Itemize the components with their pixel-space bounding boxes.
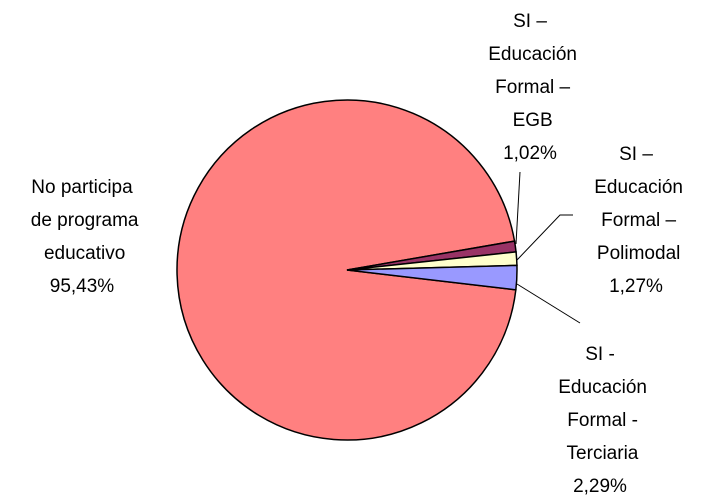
label-line: Terciaria <box>562 443 639 464</box>
pie-slice <box>346 264 518 291</box>
label-line: No participa <box>31 177 133 198</box>
leader-line <box>515 171 521 245</box>
leader-line <box>516 283 581 324</box>
pie-slice <box>176 99 517 441</box>
label-line: EGB <box>507 110 552 131</box>
label-line: educativo <box>39 243 126 264</box>
value-label: 95,43% <box>50 276 115 297</box>
label-line: de programa <box>25 210 138 231</box>
label-line: Formal – <box>596 210 677 231</box>
label-line: SI – <box>619 144 653 165</box>
value-label: 2,29% <box>573 476 627 495</box>
value-label: 1,27% <box>609 276 663 297</box>
label-line: Educación <box>483 44 577 65</box>
value-label: 1,02% <box>503 143 557 164</box>
label-line: SI - <box>585 344 615 365</box>
label-line: Polimodal <box>592 243 681 264</box>
label-line: Formal – <box>490 77 571 98</box>
slice-label: SI – Educación Formal – EGB <box>483 11 577 131</box>
label-line: SI – <box>513 11 547 32</box>
label-line: Formal - <box>562 410 638 431</box>
slice-label: No participa de programa educativo <box>25 177 138 264</box>
slice-label: SI – Educación Formal – Polimodal <box>589 144 683 264</box>
slice-label: SI - Educación Formal - Terciaria <box>553 344 647 464</box>
leader-line <box>516 214 573 261</box>
label-line: Educación <box>589 177 683 198</box>
label-line: Educación <box>553 377 647 398</box>
